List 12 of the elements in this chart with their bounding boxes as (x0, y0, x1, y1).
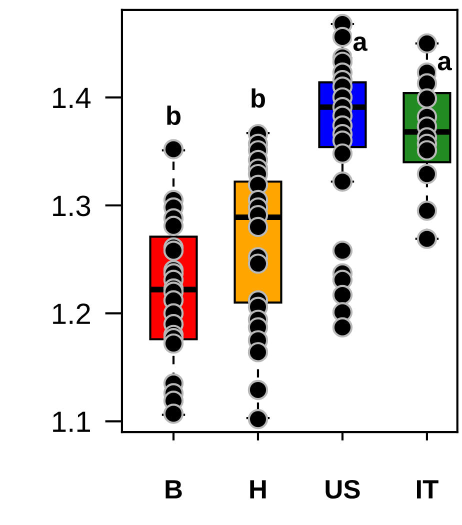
y-tick-label: 1.3 (53, 196, 90, 216)
annotation: a (353, 36, 368, 51)
x-tick-label: B (166, 480, 182, 498)
y-tick-label: 1.1 (53, 412, 90, 432)
annotation: b (167, 106, 180, 126)
x-tick-label: H (250, 480, 266, 498)
x-tick-label: US (326, 480, 360, 499)
y-tick-label: 1.2 (53, 304, 90, 324)
annotation: b (252, 88, 265, 108)
x-tick-label: IT (417, 480, 438, 498)
y-tick-label: 1.4 (53, 88, 91, 108)
annotation: a (438, 56, 452, 70)
